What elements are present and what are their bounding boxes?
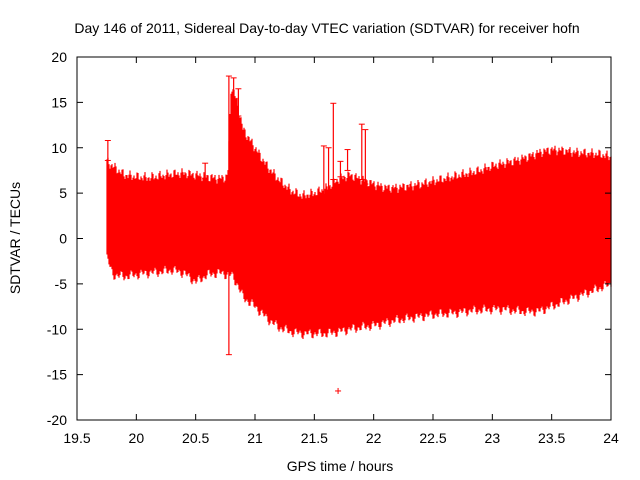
x-tick-label: 21 — [247, 430, 263, 446]
y-tick-label: -5 — [55, 276, 68, 292]
y-tick-label: 5 — [59, 185, 67, 201]
chart-title: Day 146 of 2011, Sidereal Day-to-day VTE… — [74, 20, 579, 36]
x-tick-label: 20.5 — [182, 430, 209, 446]
x-tick-label: 21.5 — [301, 430, 328, 446]
x-tick-label: 24 — [603, 430, 619, 446]
x-tick-label: 22 — [366, 430, 382, 446]
x-tick-label: 22.5 — [419, 430, 446, 446]
data-layer — [104, 75, 612, 394]
x-tick-label: 19.5 — [63, 430, 90, 446]
y-tick-label: 20 — [51, 49, 67, 65]
x-tick-label: 23 — [485, 430, 501, 446]
x-tick-label: 23.5 — [538, 430, 565, 446]
y-tick-label: -10 — [47, 321, 67, 337]
y-tick-label: 10 — [51, 140, 67, 156]
y-tick-label: 0 — [59, 231, 67, 247]
y-tick-label: 15 — [51, 94, 67, 110]
y-axis-label: SDTVAR / TECUs — [7, 182, 23, 294]
y-tick-label: -20 — [47, 412, 67, 428]
y-tick-label: -15 — [47, 367, 67, 383]
axis-layer: 19.5 20 20.5 21 21.5 22 22.5 23 23.5 24 -20 -15 -10 -… — [47, 49, 619, 446]
x-tick-label: 20 — [129, 430, 145, 446]
x-axis-label: GPS time / hours — [287, 458, 394, 474]
